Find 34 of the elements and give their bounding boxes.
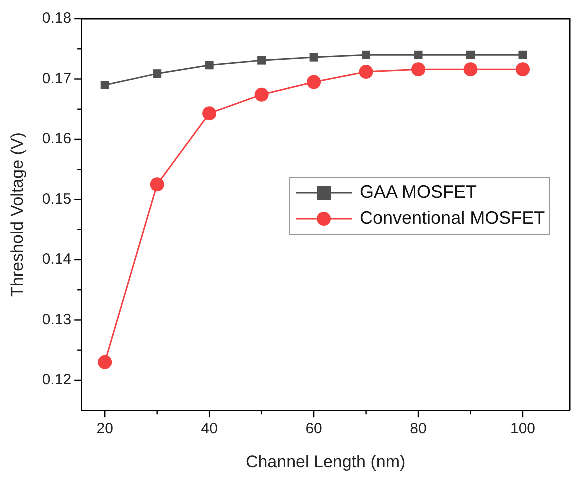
- point: [205, 61, 214, 70]
- legend-label: GAA MOSFET: [360, 182, 478, 204]
- y-tick-label: 0.18: [42, 10, 72, 28]
- point: [359, 65, 374, 80]
- legend-label: Conventional MOSFET: [360, 208, 546, 230]
- point: [310, 53, 318, 62]
- point: [518, 50, 528, 60]
- point: [254, 88, 269, 102]
- x-tick-label: 20: [96, 420, 114, 438]
- point: [100, 81, 110, 90]
- y-tick-label: 0.16: [42, 130, 72, 148]
- y-tick-label: 0.12: [42, 372, 72, 389]
- x-tick-label: 40: [201, 420, 218, 438]
- point: [98, 355, 112, 370]
- point: [412, 62, 426, 77]
- point: [464, 62, 478, 77]
- point: [307, 75, 322, 90]
- point: [516, 62, 530, 77]
- y-axis-title: Threshold Voltage (V): [8, 132, 27, 298]
- point: [362, 50, 371, 60]
- y-tick-label: 0.14: [42, 251, 72, 268]
- point: [258, 56, 266, 65]
- point: [153, 70, 162, 78]
- x-tick-label: 100: [510, 420, 536, 438]
- x-tick-label: 60: [306, 420, 322, 438]
- y-tick-label: 0.15: [42, 190, 72, 208]
- y-tick-label: 0.13: [42, 311, 72, 328]
- point: [202, 106, 217, 121]
- y-tick-label: 0.17: [42, 70, 72, 88]
- point: [414, 50, 423, 60]
- point: [150, 178, 164, 192]
- x-tick-label: 80: [410, 420, 427, 438]
- x-axis-title: Channel Length (nm): [246, 452, 406, 472]
- point: [466, 50, 475, 60]
